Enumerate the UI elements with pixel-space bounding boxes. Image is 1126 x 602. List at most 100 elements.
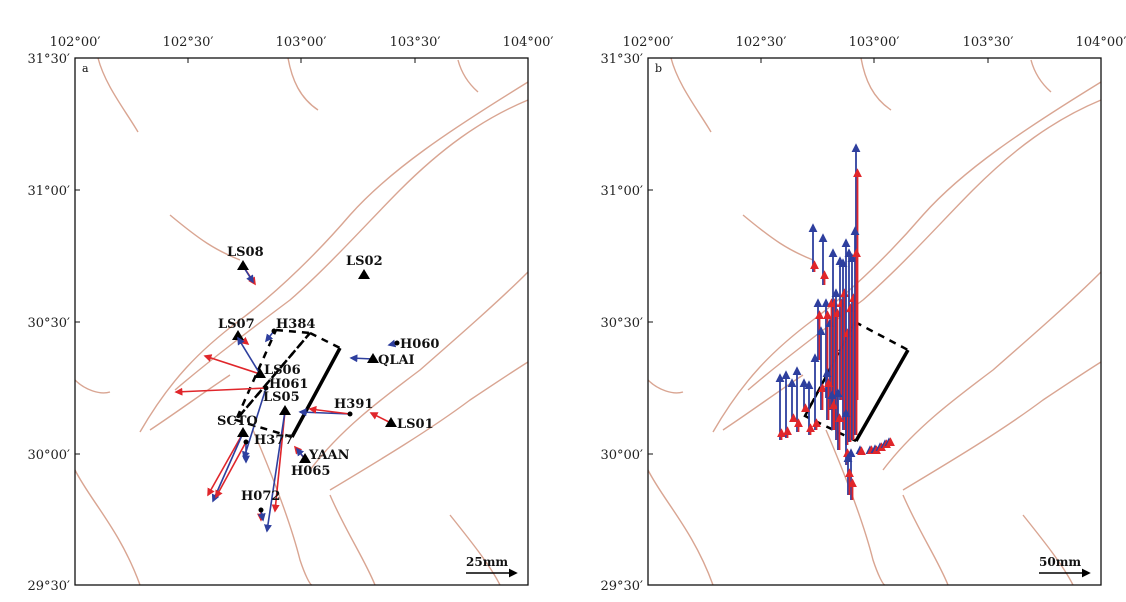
rupture-buried-edge [233, 332, 311, 439]
fault-line [902, 494, 949, 586]
station-label: LS08 [227, 245, 264, 260]
fault-line [97, 57, 139, 133]
fault-line [747, 99, 1102, 391]
station-label: H061 [269, 377, 308, 392]
station-label: LS05 [263, 390, 300, 405]
gps-station-dot-icon [243, 439, 249, 445]
modeled-displacement-arrow [211, 432, 244, 503]
y-tick-label: 31°30′ [600, 52, 643, 67]
rupture-surface-trace [290, 347, 342, 438]
observed-displacement-arrow [271, 410, 286, 513]
fault-line [825, 429, 886, 586]
panel-label: a [82, 62, 89, 75]
station-label: LS01 [397, 417, 434, 432]
rupture-surface-trace [854, 349, 910, 442]
gps-station-triangle-icon [385, 417, 397, 427]
fault-line [647, 469, 714, 586]
observed-displacement-arrow [308, 405, 351, 415]
station-label: H391 [334, 397, 373, 412]
fault-line [1022, 514, 1074, 586]
fault-line [74, 469, 141, 586]
fault-line [882, 271, 1102, 471]
gps-station-dot-icon [271, 328, 277, 334]
y-tick-label: 31°00′ [27, 184, 70, 199]
fault-line [74, 379, 111, 394]
observed-displacement-arrow [203, 354, 261, 375]
fault-line [169, 214, 241, 261]
fault-line [329, 494, 376, 586]
observed-displacement-arrow [174, 387, 267, 396]
observed-displacement-arrow [369, 412, 392, 424]
fault-line [252, 429, 313, 586]
y-tick-label: 30°30′ [600, 316, 643, 331]
station-label: H065 [291, 464, 330, 479]
station-label: H072 [241, 489, 280, 504]
gps-station-triangle-icon [299, 453, 311, 463]
fault-line [449, 514, 501, 586]
panel-b: 102°00′ 102°30′ 103°00′ 103°30′ 104°00′ 31°30… [600, 35, 1126, 594]
modeled-displacement-arrow [263, 410, 286, 533]
station-label: SCTQ [217, 414, 258, 429]
station-label: QLAI [378, 353, 415, 368]
fault-line [457, 59, 479, 93]
scale-label: 25mm [466, 555, 508, 569]
x-tick-label: 103°00′ [276, 35, 327, 50]
x-tick-label: 103°30′ [390, 35, 441, 50]
x-tick-label: 104°00′ [1076, 35, 1126, 50]
map-frame [647, 57, 1102, 586]
panel-label: b [655, 62, 662, 75]
x-tick-label: 102°30′ [163, 35, 214, 50]
y-tick-label: 30°00′ [27, 448, 70, 463]
gps-station-triangle-icon [279, 405, 291, 415]
gps-station-triangle-icon [237, 427, 249, 437]
station-label: H377 [254, 433, 293, 448]
fault-line [329, 361, 529, 491]
rupture-top-edge [275, 328, 311, 335]
rupture-top-edge [309, 331, 341, 350]
fault-line [722, 374, 804, 431]
y-tick-label: 30°00′ [600, 448, 643, 463]
gps-station-triangle-icon [237, 260, 249, 270]
gps-station-dot-icon [263, 385, 269, 391]
fault-line [670, 57, 712, 133]
modeled-displacement-arrow [349, 354, 374, 363]
gps-station-triangle-icon [367, 353, 379, 363]
station-label: LS07 [218, 317, 255, 332]
gps-station-triangle-icon [254, 368, 266, 378]
fault-line [1030, 59, 1052, 93]
x-tick-label: 103°00′ [849, 35, 900, 50]
fault-line [647, 379, 684, 394]
station-label: YAAN [308, 448, 350, 463]
modeled-displacement-arrow [242, 387, 267, 460]
fault-line [712, 81, 1102, 433]
y-tick-label: 29°30′ [600, 579, 643, 594]
gps-station-dot-icon [258, 507, 264, 513]
x-tick-label: 102°00′ [50, 35, 101, 50]
y-tick-label: 30°30′ [27, 316, 70, 331]
scale-label: 50mm [1039, 555, 1081, 569]
y-tick-label: 31°30′ [27, 52, 70, 67]
y-tick-label: 29°30′ [27, 579, 70, 594]
station-label: LS02 [346, 254, 383, 269]
station-label: LS06 [264, 363, 301, 378]
fault-line [742, 214, 814, 261]
x-tick-label: 104°00′ [503, 35, 554, 50]
fault-line [287, 57, 319, 111]
fault-line [309, 271, 529, 471]
observed-displacement-arrow [215, 441, 247, 499]
x-tick-label: 103°30′ [963, 35, 1014, 50]
fault-line [902, 361, 1102, 491]
fault-line [139, 81, 529, 433]
y-tick-label: 31°00′ [600, 184, 643, 199]
x-tick-label: 102°00′ [623, 35, 674, 50]
modeled-displacement-arrow [237, 336, 261, 375]
gps-station-triangle-icon [358, 269, 370, 279]
gps-station-dot-icon [347, 411, 353, 417]
x-tick-label: 102°30′ [736, 35, 787, 50]
observed-displacement-arrow [207, 432, 244, 497]
station-label: H384 [276, 317, 315, 332]
fault-line [174, 99, 529, 391]
rupture-top-edge [854, 320, 909, 352]
